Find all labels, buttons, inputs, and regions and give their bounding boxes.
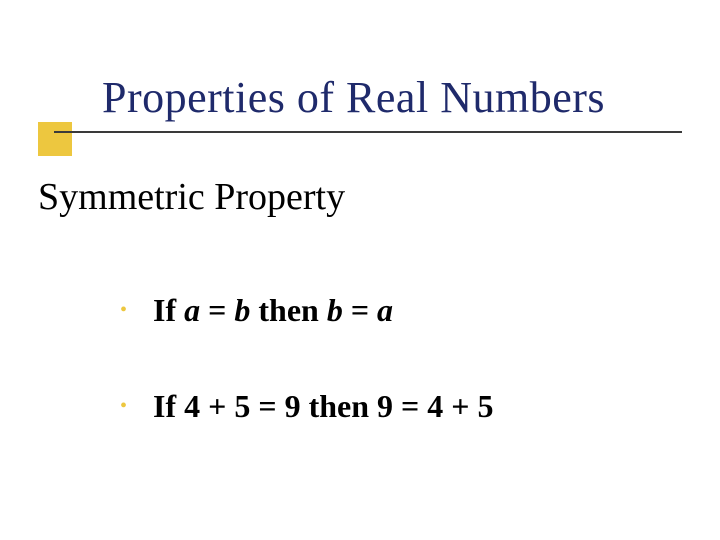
variable: a: [184, 292, 200, 328]
bullet-icon: •: [120, 290, 127, 330]
bullet-item: • If a = b then b = a: [120, 290, 660, 330]
bullet-text: If a = b then b = a: [153, 290, 393, 330]
title-underline: [54, 131, 682, 133]
variable: a: [377, 292, 393, 328]
text-fragment: =: [200, 292, 234, 328]
slide-subtitle: Symmetric Property: [38, 175, 345, 219]
text-fragment: If: [153, 292, 184, 328]
content-area: • If a = b then b = a • If 4 + 5 = 9 the…: [120, 290, 660, 482]
variable: b: [327, 292, 343, 328]
accent-square: [38, 122, 72, 156]
bullet-text: If 4 + 5 = 9 then 9 = 4 + 5: [153, 386, 494, 426]
bullet-item: • If 4 + 5 = 9 then 9 = 4 + 5: [120, 386, 660, 426]
bullet-icon: •: [120, 386, 127, 426]
slide-title: Properties of Real Numbers: [38, 72, 682, 129]
slide: Properties of Real Numbers Symmetric Pro…: [0, 0, 720, 540]
title-block: Properties of Real Numbers: [38, 72, 682, 129]
text-fragment: then: [250, 292, 326, 328]
text-fragment: =: [343, 292, 377, 328]
variable: b: [234, 292, 250, 328]
